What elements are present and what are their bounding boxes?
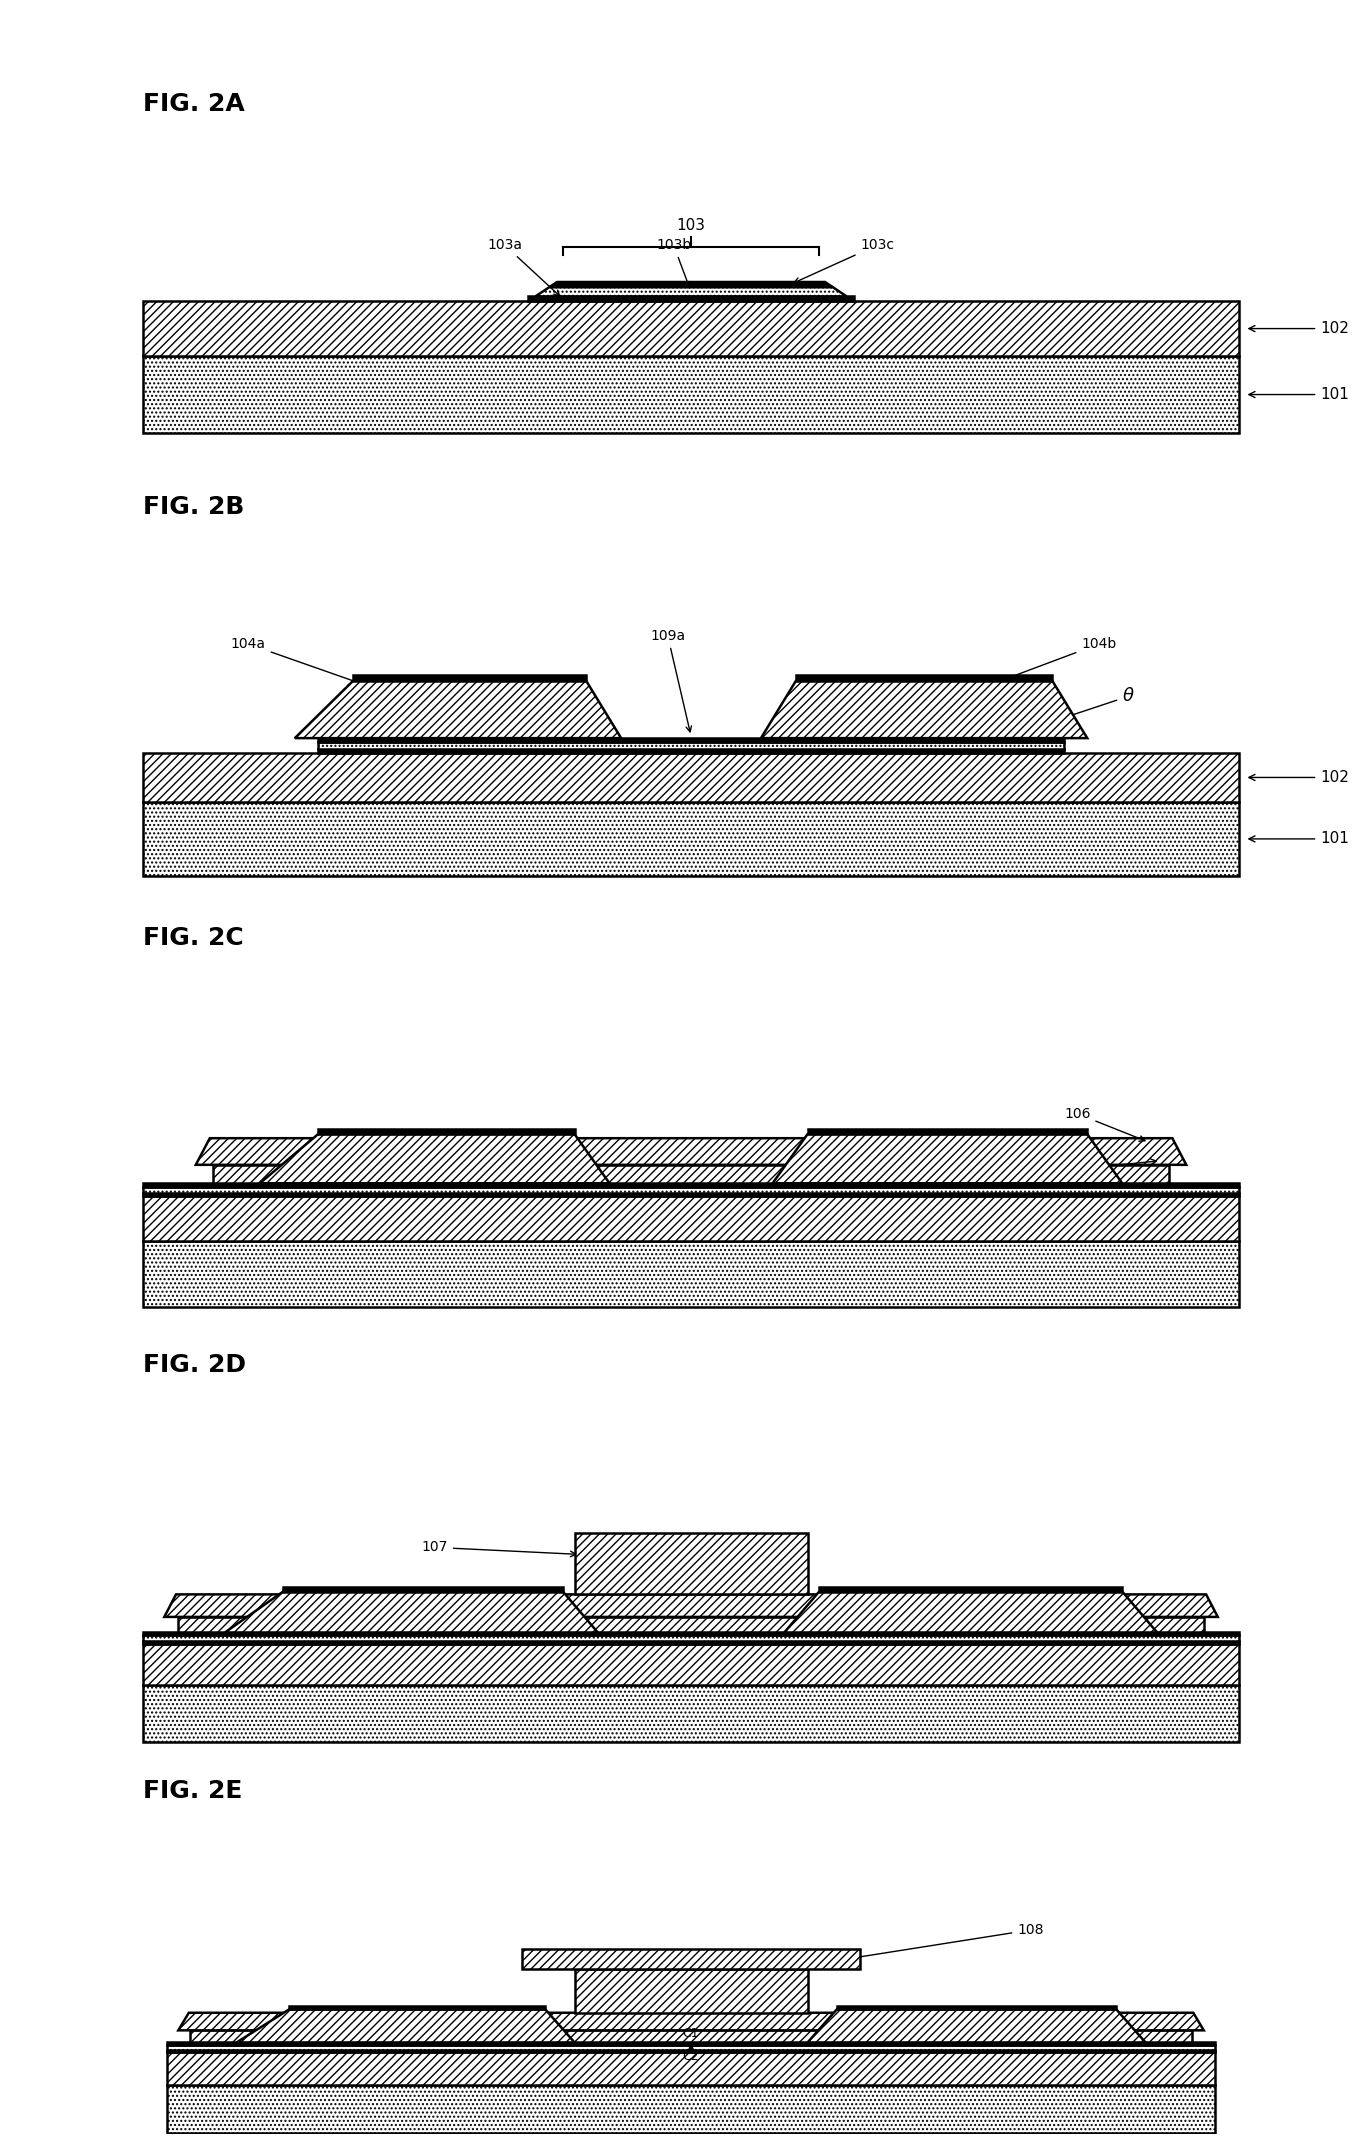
Polygon shape: [167, 2053, 1215, 2085]
Text: $\theta$: $\theta$: [1062, 688, 1135, 720]
Polygon shape: [144, 1643, 1238, 1686]
Text: C2: C2: [683, 2050, 699, 2063]
Polygon shape: [820, 1587, 1122, 1591]
Text: 103c: 103c: [794, 237, 894, 282]
Polygon shape: [144, 1686, 1238, 1742]
Text: FIG. 2A: FIG. 2A: [144, 93, 245, 116]
Polygon shape: [144, 356, 1238, 433]
Polygon shape: [535, 287, 847, 295]
Polygon shape: [167, 2050, 1215, 2053]
Polygon shape: [164, 1595, 1218, 1617]
Text: 104b: 104b: [928, 636, 1117, 709]
Polygon shape: [522, 1949, 860, 1968]
Polygon shape: [785, 1591, 1157, 1632]
Polygon shape: [836, 2005, 1117, 2009]
Text: 101: 101: [1249, 388, 1350, 401]
Polygon shape: [295, 681, 621, 737]
Polygon shape: [550, 282, 832, 287]
Polygon shape: [575, 1533, 808, 1595]
Polygon shape: [179, 2014, 1203, 2031]
Polygon shape: [144, 1186, 1238, 1192]
Text: FIG. 2C: FIG. 2C: [144, 925, 244, 951]
Polygon shape: [144, 752, 1238, 802]
Polygon shape: [144, 1632, 1238, 1636]
Polygon shape: [190, 2031, 1192, 2042]
Polygon shape: [575, 1968, 808, 2014]
Polygon shape: [772, 1134, 1122, 1184]
Text: 103a: 103a: [486, 237, 560, 295]
Polygon shape: [144, 1242, 1238, 1307]
Polygon shape: [318, 1130, 575, 1134]
Polygon shape: [167, 2085, 1215, 2132]
Polygon shape: [179, 1617, 1203, 1632]
Polygon shape: [144, 1197, 1238, 1242]
Text: 105: 105: [1064, 1160, 1156, 1175]
Polygon shape: [289, 2005, 545, 2009]
Text: 104a: 104a: [230, 636, 431, 709]
Text: 102: 102: [1249, 321, 1350, 336]
Text: FIG. 2E: FIG. 2E: [144, 1779, 243, 1802]
Text: 108: 108: [852, 1923, 1043, 1960]
Polygon shape: [167, 2044, 1215, 2050]
Text: 107: 107: [421, 1539, 576, 1557]
Text: 103: 103: [676, 218, 706, 233]
Text: 109a: 109a: [650, 630, 691, 731]
Polygon shape: [144, 302, 1238, 356]
Text: FIG. 2B: FIG. 2B: [144, 494, 245, 520]
Polygon shape: [144, 1184, 1238, 1186]
Polygon shape: [144, 802, 1238, 875]
Polygon shape: [167, 2042, 1215, 2044]
Polygon shape: [283, 1587, 562, 1591]
Polygon shape: [195, 1138, 1186, 1164]
Polygon shape: [318, 742, 1064, 748]
Polygon shape: [144, 1636, 1238, 1641]
Polygon shape: [318, 748, 1064, 752]
Text: 101: 101: [1249, 832, 1350, 847]
Polygon shape: [354, 675, 587, 681]
Polygon shape: [808, 2009, 1145, 2042]
Text: C1: C1: [683, 2027, 699, 2040]
Polygon shape: [318, 737, 1064, 742]
Text: 106: 106: [1064, 1106, 1145, 1141]
Polygon shape: [528, 295, 854, 302]
Polygon shape: [808, 1130, 1087, 1134]
Polygon shape: [762, 681, 1087, 737]
Polygon shape: [144, 1192, 1238, 1197]
Polygon shape: [237, 2009, 575, 2042]
Text: FIG. 2D: FIG. 2D: [144, 1354, 247, 1378]
Text: 103b: 103b: [656, 237, 691, 287]
Polygon shape: [213, 1164, 1169, 1184]
Polygon shape: [144, 1641, 1238, 1643]
Polygon shape: [260, 1134, 610, 1184]
Text: 102: 102: [1249, 770, 1350, 785]
Polygon shape: [225, 1591, 598, 1632]
Polygon shape: [795, 675, 1053, 681]
